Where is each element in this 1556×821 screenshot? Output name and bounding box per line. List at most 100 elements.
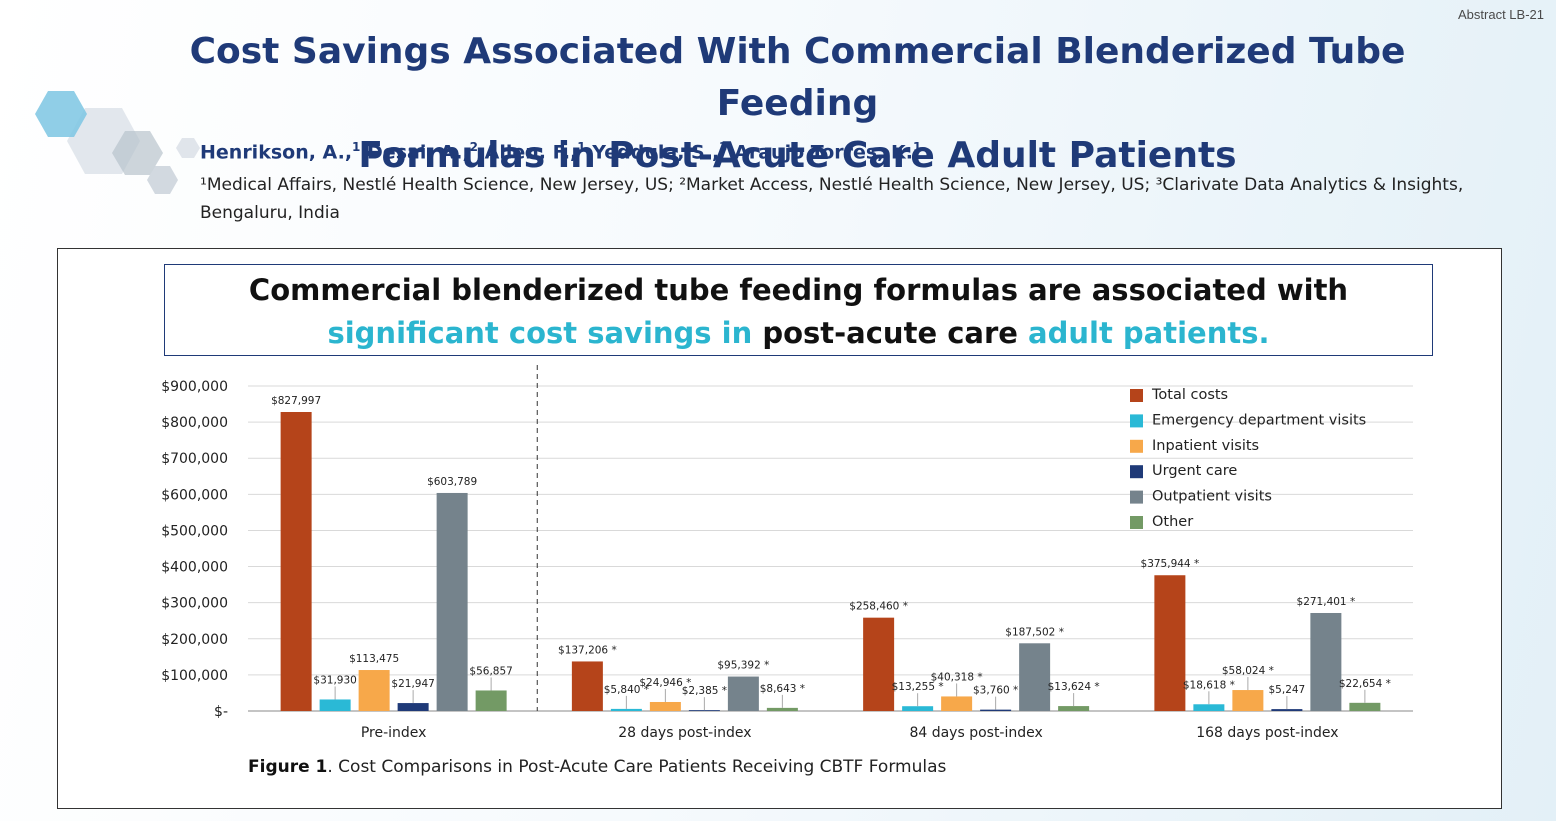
affiliations: ¹Medical Affairs, Nestlé Health Science,… [200,175,1464,223]
author-sup: 1 [577,140,586,154]
data-label: $2,385 * [682,685,727,697]
bar-inpatient-visits [649,701,681,711]
author-sup: 1 [352,140,361,154]
author: Allen, F., [484,141,578,164]
author: Henrikson, A., [200,141,353,164]
data-label: $58,024 * [1222,665,1274,677]
bar-urgent-care [980,709,1012,711]
y-tick-label: $400,000 [161,560,228,576]
legend-swatch [1130,439,1143,453]
legend-label: Urgent care [1152,463,1237,479]
legend-swatch [1130,414,1143,428]
bar-total-costs [280,412,312,711]
caption-label: Figure 1 [248,757,328,777]
x-category-label: 84 days post-index [909,725,1042,741]
data-label: $375,944 * [1141,558,1200,570]
data-label: $5,840 * [604,684,649,696]
legend-label: Other [1152,514,1193,530]
bar-other [475,690,507,711]
data-label: $113,475 [349,653,399,665]
author-sup: 3 [719,140,728,154]
bar-inpatient-visits [358,670,390,711]
headline-part-1: Commercial blenderized tube feeding form… [248,273,1349,307]
author: Desai, A., [367,141,470,164]
y-tick-label: $200,000 [161,632,228,648]
data-label: $56,857 [469,665,512,677]
title-line-1: Cost Savings Associated With Commercial … [189,31,1406,124]
figure-caption: Figure 1. Cost Comparisons in Post-Acute… [248,757,946,777]
title-line-2: Formulas in Post-Acute Care Adult Patien… [358,135,1237,176]
headline-part-2: significant cost savings in [327,316,753,350]
bar-emergency-department-visits [902,706,934,711]
author: Araujo Torres, K. [734,141,913,164]
data-label: $8,643 * [760,683,805,695]
bar-emergency-department-visits [319,699,351,711]
bar-urgent-care [688,710,720,711]
data-label: $18,618 * [1183,679,1235,691]
data-label: $21,947 [391,678,434,690]
data-label: $13,624 * [1048,681,1100,693]
bar-other [1349,702,1381,711]
data-label: $13,255 * [892,681,944,693]
data-label: $258,460 * [849,601,908,613]
bar-outpatient-visits [727,676,759,711]
headline-part-3: post-acute care [752,316,1029,350]
data-label: $31,930 [313,674,356,686]
bar-total-costs [863,617,895,711]
x-category-label: 168 days post-index [1196,725,1338,741]
bar-total-costs [571,661,603,711]
bar-urgent-care [1271,709,1303,711]
bar-other [1058,706,1090,711]
author-list: Henrikson, A.,1 Desai, A.,2 Allen, F.,1 … [200,140,921,163]
bar-urgent-care [397,703,429,711]
bar-outpatient-visits [436,492,468,711]
author-sup: 1 [912,140,922,154]
y-tick-label: $- [214,704,228,720]
bar-inpatient-visits [941,696,973,711]
bar-total-costs [1154,575,1186,711]
poster-title: Cost Savings Associated With Commercial … [110,26,1485,182]
y-tick-label: $700,000 [161,451,228,467]
hexagon-decoration-icon [35,91,200,194]
legend-label: Inpatient visits [1152,438,1259,454]
bar-emergency-department-visits [1193,704,1225,711]
legend-label: Total costs [1151,387,1228,403]
x-category-label: Pre-index [361,725,427,741]
data-label: $22,654 * [1339,678,1391,690]
data-label: $271,401 * [1297,596,1356,608]
y-tick-label: $500,000 [161,523,228,539]
x-category-label: 28 days post-index [618,725,751,741]
y-tick-label: $100,000 [161,668,228,684]
legend-swatch [1130,465,1143,479]
y-tick-label: $300,000 [161,596,228,612]
data-label: $24,946 * [639,677,691,689]
data-label: $137,206 * [558,644,617,656]
data-label: $827,997 [271,395,321,407]
author: Yeddula, S., [592,141,720,164]
legend-swatch [1130,490,1143,504]
data-label: $187,502 * [1005,626,1064,638]
bar-outpatient-visits [1019,643,1051,711]
legend-label: Emergency department visits [1152,412,1366,428]
key-finding-headline: Commercial blenderized tube feeding form… [164,264,1433,356]
abstract-id: Abstract LB-21 [1458,7,1544,22]
bar-emergency-department-visits [610,708,642,711]
data-label: $5,247 [1269,684,1306,696]
y-tick-label: $600,000 [161,487,228,503]
bar-inpatient-visits [1232,690,1264,711]
author-sup: 2 [469,140,479,154]
data-label: $40,318 * [931,671,983,683]
data-label: $95,392 * [717,660,769,672]
bar-other [766,707,798,711]
legend-swatch [1130,389,1143,402]
headline-part-4: adult patients. [1028,316,1270,350]
data-label: $3,760 * [973,685,1018,697]
caption-text: . Cost Comparisons in Post-Acute Care Pa… [327,757,947,777]
bar-outpatient-visits [1310,612,1342,711]
legend-swatch [1130,516,1143,529]
y-tick-label: $800,000 [161,415,228,431]
data-label: $603,789 [427,476,477,488]
legend-label: Outpatient visits [1152,489,1272,505]
y-tick-label: $900,000 [161,379,228,395]
